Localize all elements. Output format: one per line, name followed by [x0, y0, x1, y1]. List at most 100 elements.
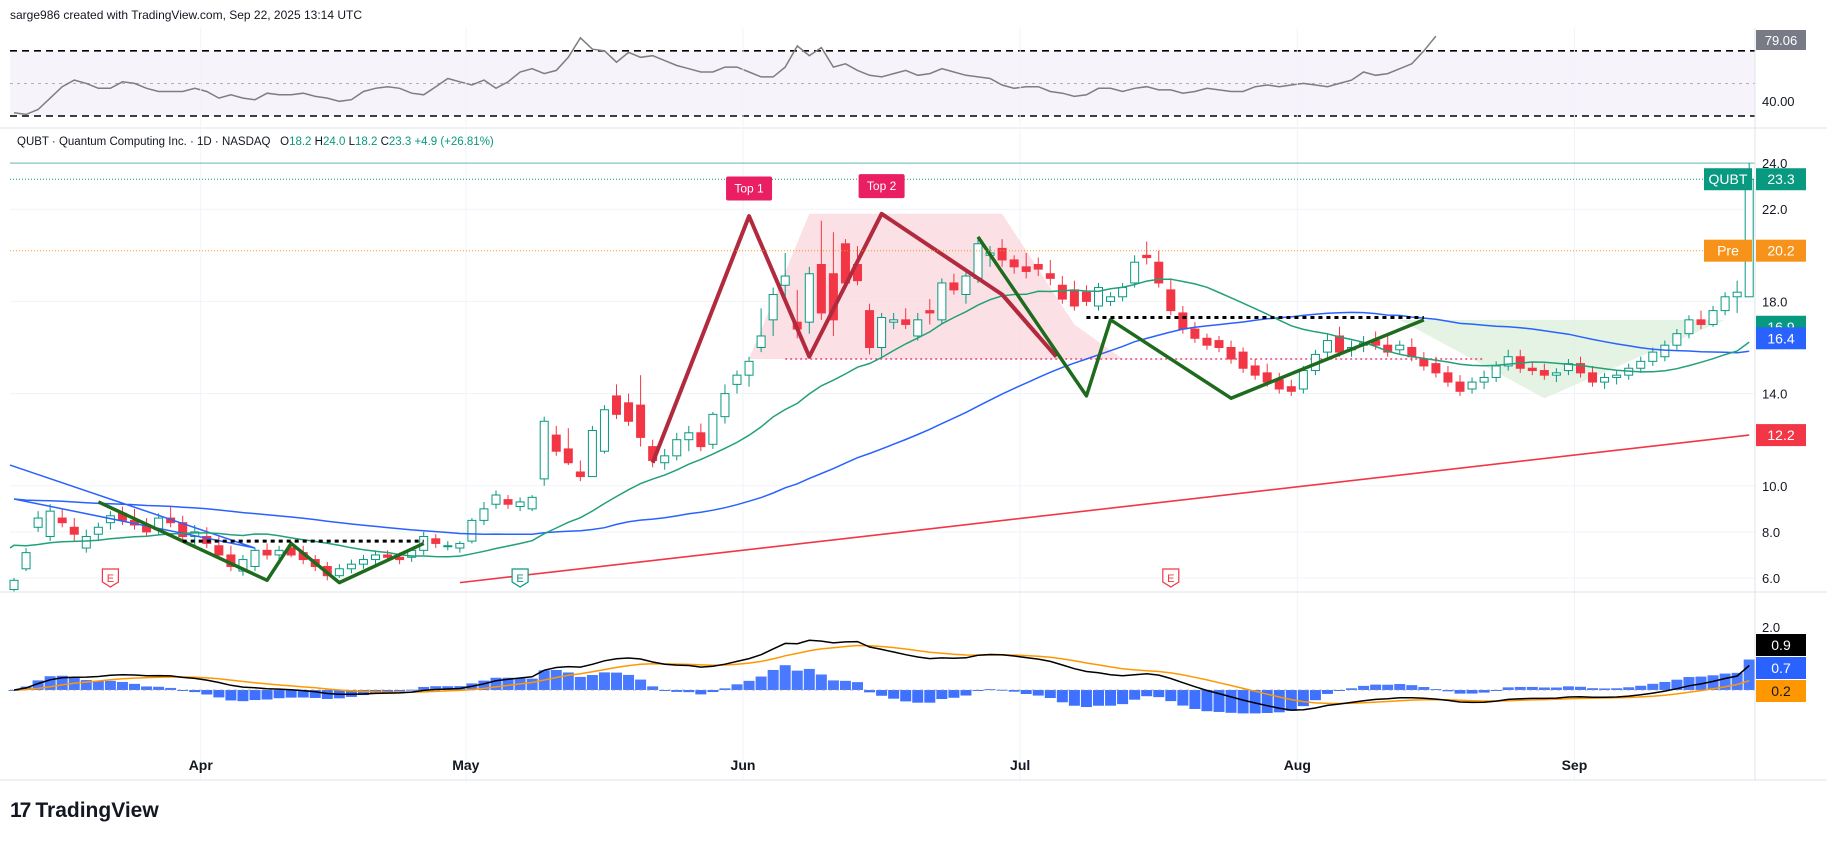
macd-histogram-bar: [1731, 672, 1743, 690]
candle-body: [515, 501, 525, 508]
macd-histogram-bar: [1719, 673, 1731, 690]
candle-body: [431, 538, 441, 544]
candle-body: [262, 549, 272, 556]
macd-histogram-bar: [321, 690, 333, 699]
candle-body: [1588, 372, 1598, 383]
candle-body: [720, 393, 730, 418]
macd-histogram-bar: [104, 680, 116, 690]
macd-histogram-bar: [1093, 690, 1104, 706]
candle-body: [93, 526, 103, 535]
macd-histogram-bar: [285, 690, 297, 698]
macd-histogram-bar: [900, 690, 912, 702]
candle-body: [1286, 386, 1296, 392]
macd-histogram-bar: [1526, 686, 1538, 690]
candle-body: [1118, 287, 1128, 298]
candle-body: [1732, 291, 1742, 298]
macd-histogram-bar: [815, 674, 827, 690]
candle-body: [1648, 351, 1658, 362]
macd-histogram-bar: [418, 686, 430, 690]
candle-body: [660, 455, 670, 464]
macd-histogram-bar: [839, 680, 851, 690]
candle-body: [1298, 370, 1308, 390]
open-value: 18.2: [289, 136, 312, 148]
candle-body: [1431, 363, 1441, 374]
macd-histogram-bar: [1599, 688, 1611, 690]
candle-body: [1551, 372, 1561, 376]
macd-histogram-bar: [791, 670, 803, 690]
macd-histogram-bar: [129, 683, 140, 690]
cup-fill: [1399, 319, 1726, 399]
candle-body: [1190, 328, 1200, 339]
macd-histogram-bar: [827, 680, 839, 690]
candle-body: [1045, 273, 1055, 279]
candle-body: [1033, 264, 1043, 270]
macd-histogram-bar: [1165, 690, 1177, 702]
candle-body: [479, 508, 489, 521]
macd-histogram-bar: [189, 690, 201, 693]
macd-histogram-bar: [1502, 687, 1514, 690]
candle-body: [913, 319, 923, 337]
candle-body: [961, 275, 971, 295]
macd-histogram-bar: [1105, 690, 1117, 706]
macd-histogram-bar: [611, 672, 622, 690]
price-tag-value: 20.2: [1767, 243, 1794, 259]
price-tick-label: 6.0: [1762, 571, 1780, 586]
price-tick-label: 24.0: [1762, 156, 1787, 171]
macd-histogram-bar: [876, 690, 888, 696]
macd-histogram-bar: [56, 675, 68, 690]
high-label: H: [314, 136, 323, 148]
macd-histogram-bar: [888, 690, 900, 699]
macd-histogram-bar: [996, 689, 1008, 691]
high-value: 24.0: [322, 136, 346, 148]
price-tag-name-bg: [1704, 168, 1752, 191]
macd-histogram-bar: [442, 686, 454, 690]
macd-histogram-bar: [647, 686, 659, 690]
candle-body: [768, 293, 778, 321]
macd-histogram-bar: [1647, 683, 1659, 690]
earnings-marker-icon: [511, 568, 529, 588]
macd-histogram-bar: [803, 668, 815, 690]
macd-histogram-bar: [1683, 677, 1695, 690]
candle-body: [672, 439, 682, 457]
candle-body: [889, 319, 899, 323]
macd-histogram-bar: [1382, 684, 1394, 690]
macd-histogram-bar: [683, 690, 695, 693]
macd-histogram-bar: [1177, 690, 1189, 706]
candle-body: [503, 499, 513, 505]
candle-body: [1539, 370, 1549, 376]
candle-body: [1178, 312, 1188, 330]
macd-histogram-bar: [1562, 686, 1574, 690]
macd-histogram-bar: [1032, 690, 1044, 696]
candle-body: [1106, 296, 1116, 302]
candle-body: [1419, 358, 1429, 367]
macd-signal-line: [13, 644, 1750, 705]
macd-histogram-bar: [1370, 684, 1382, 690]
candle-body: [69, 526, 79, 535]
macd-histogram-bar: [345, 690, 357, 697]
candle-body: [1600, 376, 1610, 383]
brand[interactable]: 17 TradingView: [10, 799, 159, 823]
macd-histogram-bar: [864, 690, 876, 693]
tradingview-logo-icon: 17: [10, 799, 31, 822]
macd-histogram-bar: [1334, 690, 1345, 691]
annotation-bg: [858, 174, 905, 199]
candle-body: [371, 554, 380, 561]
macd-histogram-bar: [1743, 659, 1755, 690]
candle-body: [346, 563, 356, 570]
candle-body: [1576, 363, 1585, 374]
macd-histogram-bar: [1080, 690, 1092, 708]
open-label: O: [280, 136, 290, 148]
candle-body: [334, 568, 344, 577]
macd-histogram-bar: [213, 690, 225, 698]
macd-histogram-bar: [1261, 690, 1273, 713]
candle-body: [925, 310, 935, 314]
macd-value-label-bg: [1756, 657, 1806, 679]
price-tag-name: Pre: [1717, 243, 1739, 259]
macd-histogram-bar: [1611, 688, 1623, 690]
price-tick-label: 14.0: [1762, 387, 1787, 402]
macd-histogram-bar: [574, 676, 586, 690]
rsi-value-label-bg: [1756, 30, 1806, 50]
macd-histogram-bar: [153, 686, 165, 690]
macd-histogram-bar: [671, 690, 683, 692]
price-tag-name: QUBT: [1709, 171, 1748, 187]
